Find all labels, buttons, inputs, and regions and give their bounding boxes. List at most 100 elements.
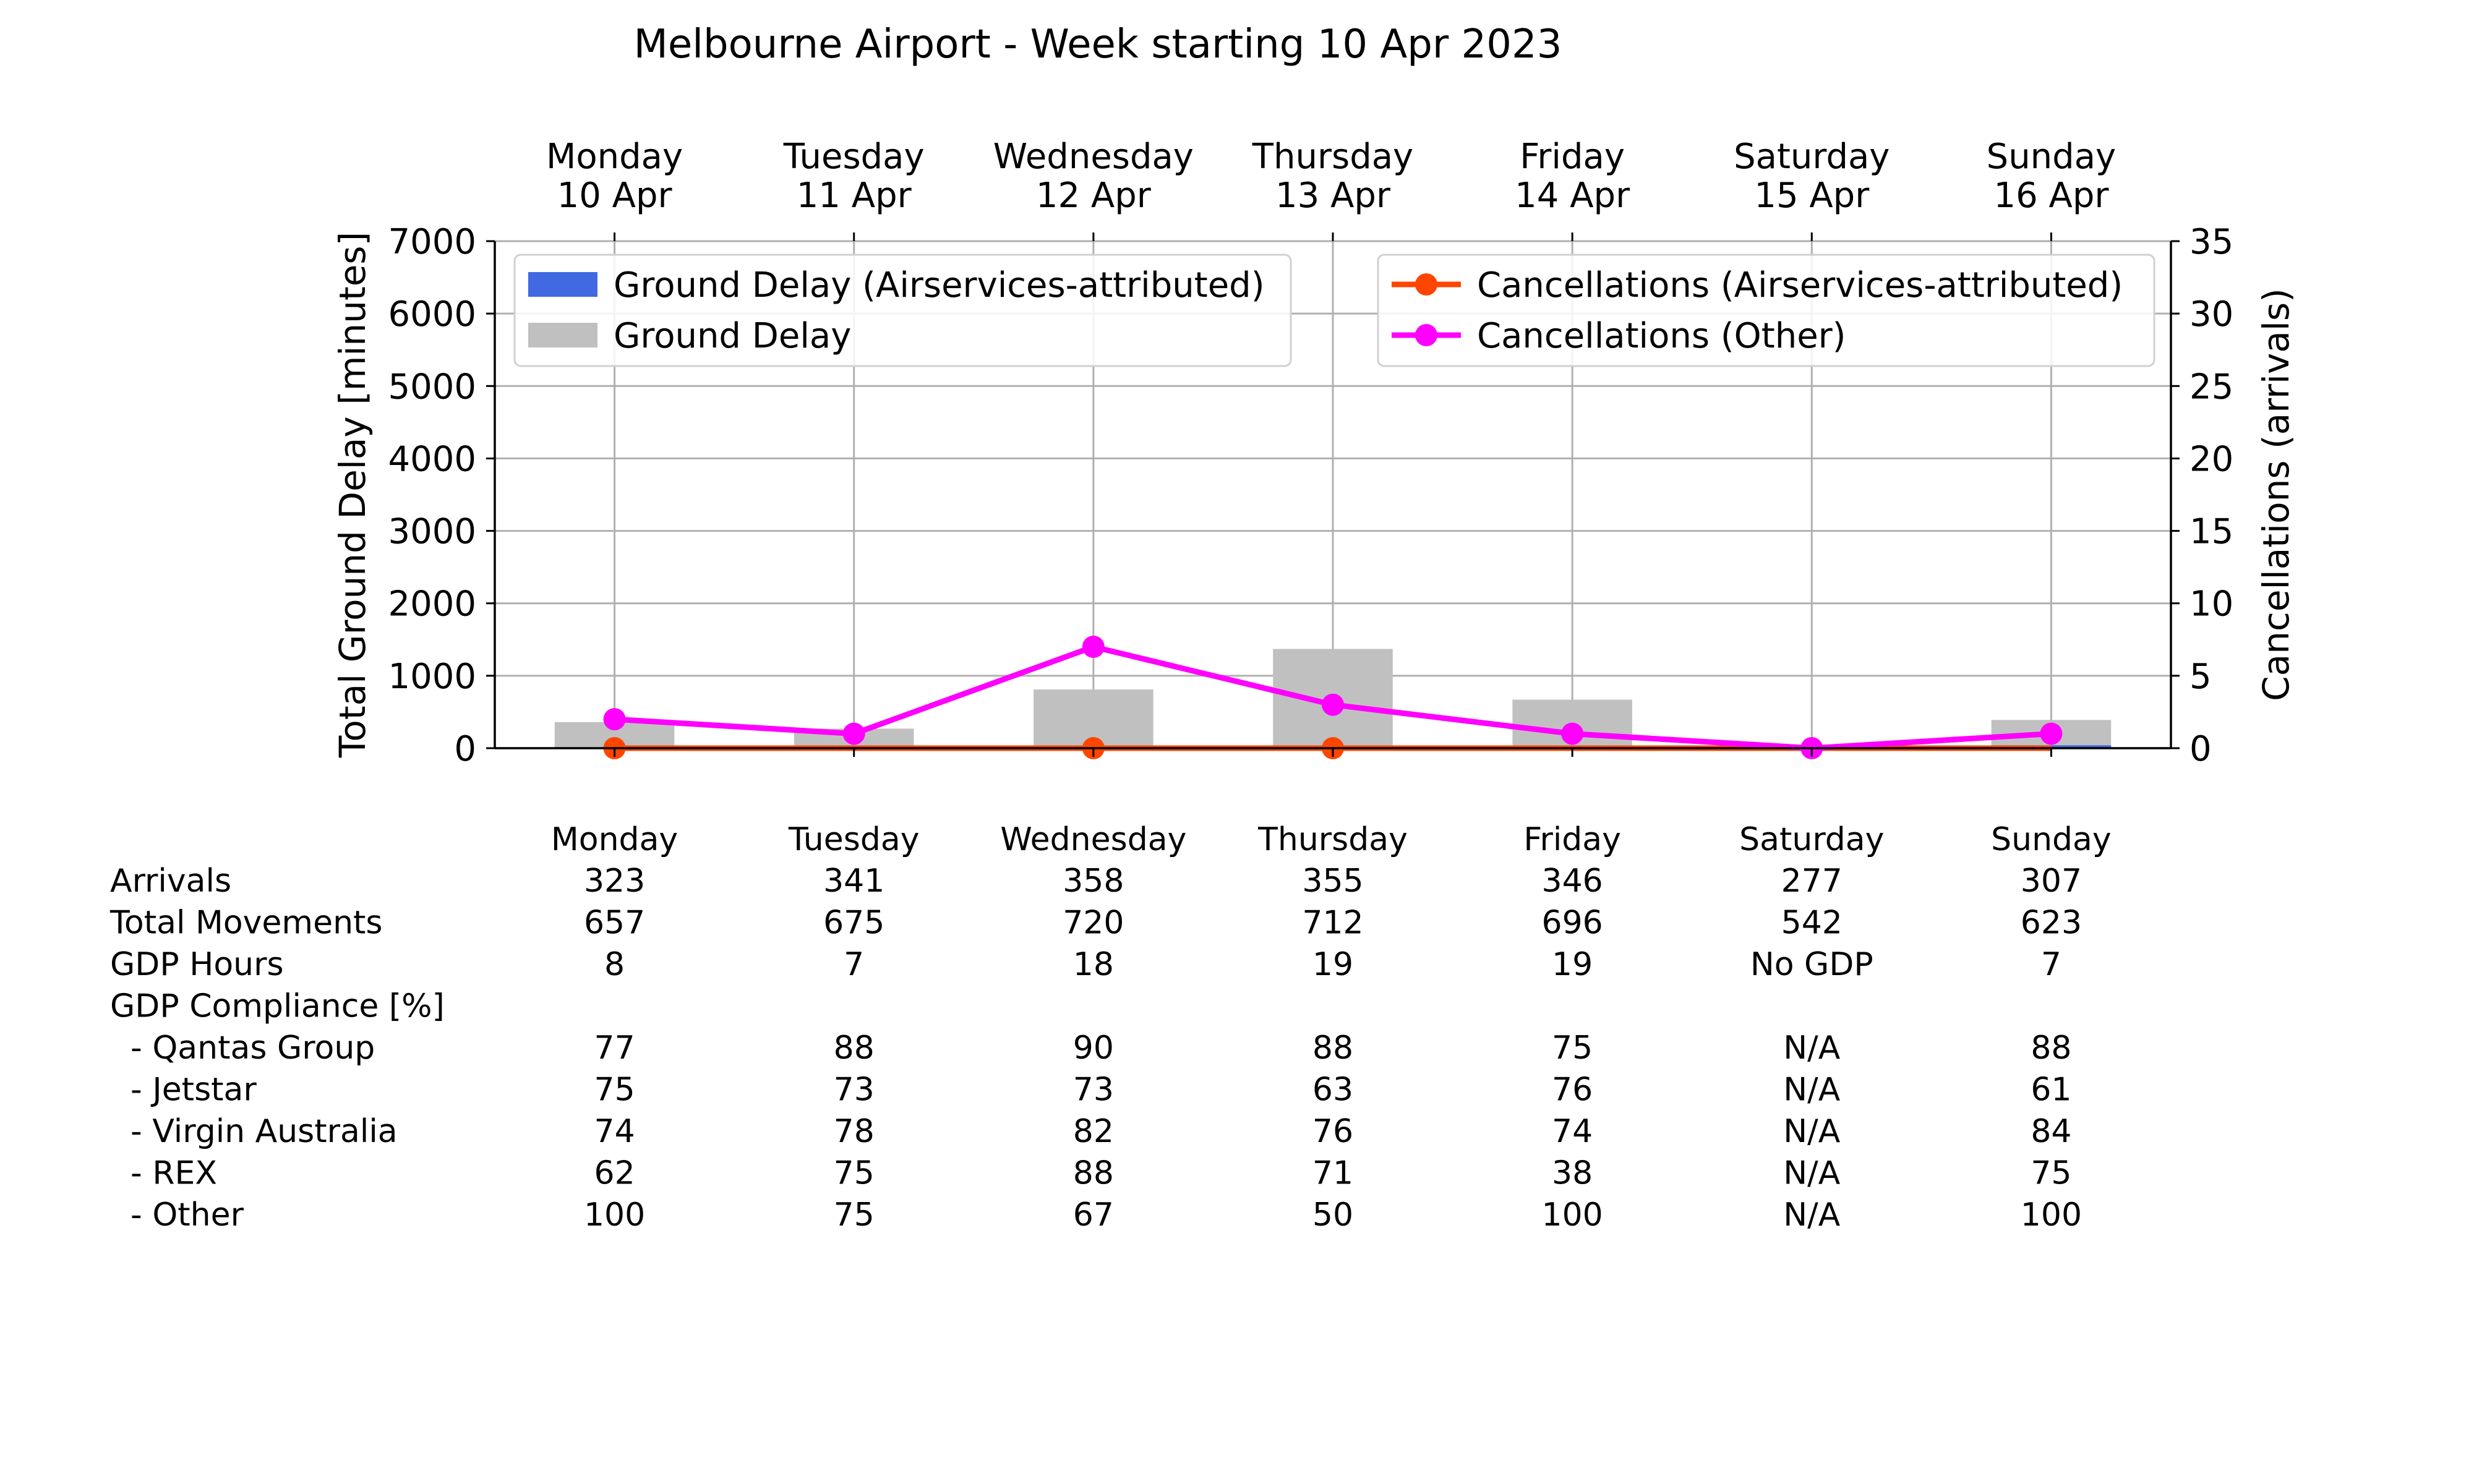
table-cell: 62 bbox=[594, 1155, 635, 1192]
table-cell: 73 bbox=[834, 1072, 875, 1109]
table-cell: 358 bbox=[1063, 863, 1124, 900]
y2-axis-label: Cancellations (arrivals) bbox=[2255, 288, 2297, 701]
x-label-date: 11 Apr bbox=[797, 176, 912, 216]
table-cell: 50 bbox=[1312, 1196, 1353, 1234]
y-tick-label: 0 bbox=[454, 729, 476, 769]
table-cell: N/A bbox=[1783, 1113, 1840, 1150]
table-cell: 720 bbox=[1063, 905, 1124, 942]
y-tick-label: 7000 bbox=[388, 222, 476, 262]
point-cancellations-other bbox=[1322, 693, 1344, 716]
table-column-header: Tuesday bbox=[788, 821, 920, 858]
y2-tick-label: 5 bbox=[2189, 657, 2212, 697]
table-cell: 76 bbox=[1312, 1113, 1353, 1150]
y-tick-label: 4000 bbox=[388, 439, 476, 479]
axes: 0 1000 2000 3000 4000 5000 6000 7000 0 5 10 15 20 25 3… bbox=[332, 137, 2297, 769]
table-cell: 88 bbox=[1312, 1030, 1353, 1067]
table-row-label: GDP Hours bbox=[110, 946, 284, 983]
y2-tick-label: 20 bbox=[2189, 439, 2233, 479]
y-tick-label: 1000 bbox=[388, 657, 476, 697]
table-cell: 75 bbox=[2031, 1155, 2071, 1192]
legend-swatch-bar bbox=[528, 323, 597, 348]
table-cell: 7 bbox=[2041, 946, 2061, 983]
y-tick-label: 3000 bbox=[388, 512, 476, 552]
x-label-date: 12 Apr bbox=[1036, 176, 1152, 216]
table-column-header: Saturday bbox=[1739, 821, 1884, 858]
y-axis-label: Total Ground Delay [minutes] bbox=[332, 232, 374, 758]
table-cell: 90 bbox=[1073, 1030, 1114, 1067]
table-cell: 7 bbox=[844, 946, 864, 983]
table-cell: 18 bbox=[1073, 946, 1114, 983]
table-cell: 19 bbox=[1312, 946, 1353, 983]
table-cell: 75 bbox=[594, 1072, 635, 1109]
y-tick-label: 2000 bbox=[388, 584, 476, 625]
table-cell: 71 bbox=[1312, 1155, 1353, 1192]
legend-box bbox=[1377, 254, 2155, 367]
table-cell: 323 bbox=[584, 863, 645, 900]
table-cell: 61 bbox=[2031, 1072, 2071, 1109]
x-label-day: Wednesday bbox=[993, 137, 1194, 177]
x-label-date: 15 Apr bbox=[1754, 176, 1870, 216]
table-cell: 88 bbox=[1073, 1155, 1114, 1192]
y-tick-label: 5000 bbox=[388, 367, 476, 407]
table-cell: 75 bbox=[1552, 1030, 1593, 1067]
legend-label: Ground Delay bbox=[614, 316, 851, 356]
table-cell: N/A bbox=[1783, 1196, 1840, 1234]
chart-title: Melbourne Airport - Week starting 10 Apr… bbox=[634, 22, 1562, 67]
point-cancellations-other bbox=[842, 722, 865, 745]
table-cell: 38 bbox=[1552, 1155, 1593, 1192]
table-row-label: - Other bbox=[110, 1196, 244, 1234]
y2-tick-label: 0 bbox=[2189, 729, 2212, 769]
table-row-label: - Jetstar bbox=[110, 1072, 257, 1109]
bar-ground-delay-airservices bbox=[1991, 745, 2112, 748]
point-cancellations-other bbox=[603, 708, 626, 731]
table-cell: 712 bbox=[1302, 905, 1363, 942]
table-cell: N/A bbox=[1783, 1030, 1840, 1067]
table-cell: 74 bbox=[1552, 1113, 1593, 1150]
y2-tick-label: 35 bbox=[2189, 222, 2233, 262]
x-label-date: 10 Apr bbox=[557, 176, 673, 216]
table-row-label: GDP Compliance [%] bbox=[110, 988, 445, 1025]
table-row-label: - REX bbox=[110, 1155, 217, 1192]
table-row-label: Arrivals bbox=[110, 863, 231, 900]
legends: Ground Delay (Airservices-attributed) Gro… bbox=[513, 254, 2155, 367]
table-cell: 696 bbox=[1542, 905, 1603, 942]
legend-label: Ground Delay (Airservices-attributed) bbox=[614, 265, 1265, 305]
legend-label: Cancellations (Other) bbox=[1477, 316, 1846, 356]
table-cell: 657 bbox=[584, 905, 645, 942]
table-cell: 82 bbox=[1073, 1113, 1114, 1150]
table-cell: N/A bbox=[1783, 1072, 1840, 1109]
x-label-day: Saturday bbox=[1734, 137, 1890, 177]
table-column-header: Sunday bbox=[1991, 821, 2112, 858]
table-cell: 88 bbox=[2031, 1030, 2071, 1067]
y-tick-label: 6000 bbox=[388, 294, 476, 335]
table-cell: 88 bbox=[834, 1030, 875, 1067]
table-cell: 84 bbox=[2031, 1113, 2071, 1150]
table-column-header: Wednesday bbox=[1000, 821, 1186, 858]
x-label-day: Friday bbox=[1520, 137, 1625, 177]
table-cell: 63 bbox=[1312, 1072, 1353, 1109]
table-cell: 100 bbox=[2021, 1196, 2082, 1234]
point-cancellations-other bbox=[1561, 722, 1584, 745]
x-label-day: Tuesday bbox=[783, 137, 925, 177]
table-column-header: Monday bbox=[551, 821, 678, 858]
table-cell: 346 bbox=[1542, 863, 1603, 900]
point-cancellations-other bbox=[1082, 636, 1105, 658]
legend-swatch-bar bbox=[528, 272, 597, 297]
table-column-header: Friday bbox=[1523, 821, 1621, 858]
x-label-date: 13 Apr bbox=[1275, 176, 1391, 216]
y2-tick-label: 30 bbox=[2189, 294, 2233, 335]
table-cell: 675 bbox=[823, 905, 884, 942]
y2-tick-label: 15 bbox=[2189, 512, 2233, 552]
table-cell: 75 bbox=[834, 1155, 875, 1192]
table-cell: 77 bbox=[594, 1030, 635, 1067]
y2-tick-label: 10 bbox=[2189, 584, 2233, 625]
table-cell: 100 bbox=[584, 1196, 645, 1234]
x-label-day: Thursday bbox=[1252, 137, 1413, 177]
table-cell: 355 bbox=[1302, 863, 1363, 900]
table-row-label: - Qantas Group bbox=[110, 1030, 375, 1067]
x-label-day: Sunday bbox=[1987, 137, 2117, 177]
table-cell: N/A bbox=[1783, 1155, 1840, 1192]
x-label-date: 16 Apr bbox=[1993, 176, 2109, 216]
legend-label: Cancellations (Airservices-attributed) bbox=[1477, 265, 2123, 305]
